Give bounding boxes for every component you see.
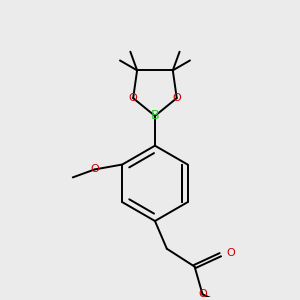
Text: O: O (198, 289, 207, 299)
Text: O: O (90, 164, 99, 175)
Text: O: O (226, 248, 235, 258)
Text: O: O (172, 93, 181, 103)
Text: O: O (129, 93, 137, 103)
Text: B: B (151, 110, 159, 122)
